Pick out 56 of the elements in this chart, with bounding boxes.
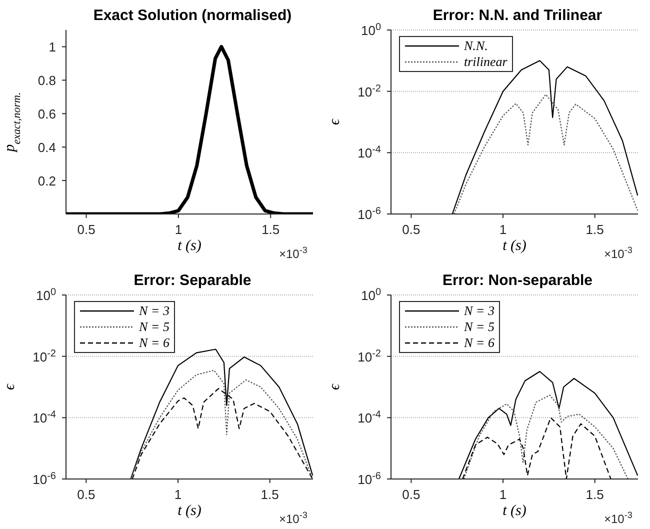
x-tick-label: 0.5: [77, 222, 96, 237]
y-tick-label: 10$^{-6}$: [358, 470, 382, 486]
x-tick-label: 0.5: [77, 486, 96, 502]
y-tick-label: 10$^{-4}$: [358, 144, 382, 161]
y-tick-label: 10$^{-2}$: [358, 347, 382, 364]
y-tick-label: 10$^{0}$: [360, 22, 382, 38]
y-tick-label: 10$^{0}$: [360, 286, 382, 302]
text: ×10$^{-3}$: [604, 245, 632, 261]
y-tick-label: 10$^{-2}$: [358, 82, 382, 100]
y-tick-label: 1: [48, 40, 56, 55]
chart-title: Error: Separable: [134, 272, 252, 288]
y-tick-label: 10$^{-6}$: [358, 206, 382, 222]
y-tick-label: 10$^{-6}$: [32, 470, 56, 486]
y-tick-label: 0.6: [38, 106, 56, 122]
x-axis-title: t (s): [178, 502, 202, 518]
x-tick-label: 1.5: [586, 486, 604, 502]
legend-label: N = 5: [139, 318, 170, 334]
x-tick-label: 1.5: [262, 222, 280, 237]
x-tick-label: 1: [499, 222, 507, 237]
line-series: [463, 394, 628, 478]
x-axis-title: t (s): [502, 502, 526, 518]
legend-label: N = 6: [139, 334, 170, 350]
y-axis-title: ϵ: [327, 382, 343, 390]
x-tick-label: 1.5: [586, 222, 604, 237]
text: ×10$^{-3}$: [604, 510, 632, 526]
line-series: [130, 369, 313, 478]
y-tick-label: 10$^{-4}$: [32, 408, 56, 426]
x-tick-label: 0.5: [402, 486, 420, 502]
x-tick-label: 1: [174, 486, 182, 502]
chart-title: Error: N.N. and Trilinear: [432, 7, 602, 24]
chart-title: Exact Solution (normalised): [93, 7, 292, 24]
legend-label: N.N.: [464, 38, 488, 54]
legend-label: N = 3: [464, 302, 494, 318]
x-tick-label: 1: [174, 222, 182, 237]
y-tick-label: 0.4: [38, 140, 56, 156]
x-tick-label: 0.5: [402, 222, 420, 237]
chart-title: Error: Non-separable: [442, 272, 593, 288]
y-tick-label: 10$^{-2}$: [32, 347, 56, 364]
text: ×10$^{-3}$: [279, 245, 308, 261]
legend-label: N = 6: [464, 334, 494, 350]
x-tick-label: 1.5: [260, 486, 279, 502]
legend-label: N = 3: [139, 302, 170, 318]
legend-label: N = 5: [464, 318, 494, 334]
y-axis-title: ϵ: [327, 118, 343, 126]
y-axis-title: ϵ: [2, 382, 18, 390]
y-tick-label: 10$^{0}$: [36, 286, 56, 302]
legend-label: trilinear: [464, 54, 508, 70]
y-tick-label: 0.8: [38, 73, 56, 88]
x-axis-title: t (s): [502, 238, 526, 254]
y-tick-label: 0.2: [38, 174, 56, 189]
line-series: [458, 370, 638, 478]
x-axis-title: t (s): [178, 238, 202, 254]
y-tick-label: 10$^{-4}$: [358, 408, 382, 426]
text: ×10$^{-3}$: [279, 510, 308, 526]
line-series: [453, 94, 638, 214]
x-tick-label: 1: [499, 486, 507, 502]
